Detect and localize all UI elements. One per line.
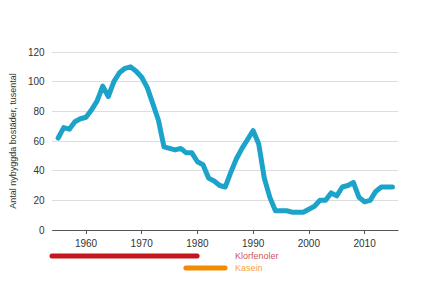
svg-text:80: 80 xyxy=(33,106,45,117)
svg-text:1960: 1960 xyxy=(75,238,98,249)
svg-text:40: 40 xyxy=(33,165,45,176)
svg-text:1980: 1980 xyxy=(186,238,209,249)
svg-text:1990: 1990 xyxy=(242,238,265,249)
svg-text:60: 60 xyxy=(33,136,45,147)
svg-text:100: 100 xyxy=(28,76,45,87)
svg-text:0: 0 xyxy=(39,225,45,236)
svg-text:2010: 2010 xyxy=(353,238,376,249)
svg-text:2000: 2000 xyxy=(298,238,321,249)
svg-text:Antal nybyggda bostäder, tusen: Antal nybyggda bostäder, tusental xyxy=(8,73,18,209)
svg-text:120: 120 xyxy=(28,47,45,58)
svg-text:Klorfenoler: Klorfenoler xyxy=(235,251,279,261)
svg-text:1970: 1970 xyxy=(131,238,154,249)
svg-text:20: 20 xyxy=(33,195,45,206)
svg-text:Kasein: Kasein xyxy=(235,263,263,273)
